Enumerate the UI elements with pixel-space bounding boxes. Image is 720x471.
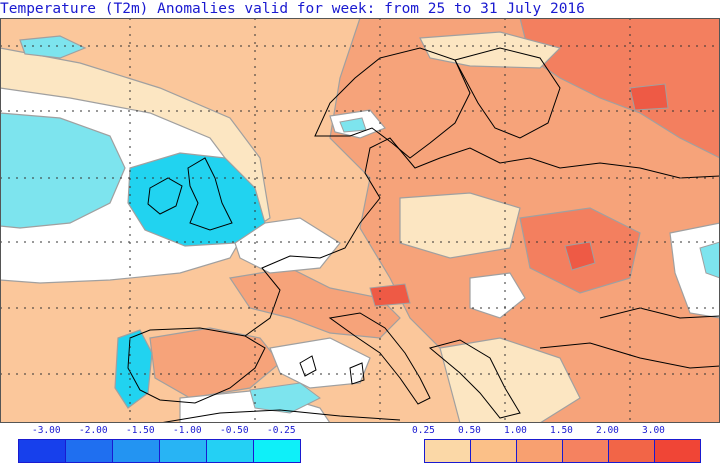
legend-swatch-positive-2 (516, 439, 563, 463)
legend-tick-negative-3: -1.00 (173, 425, 202, 436)
neutral-zone-med (269, 337, 371, 389)
legend-swatch-negative-3 (159, 439, 207, 463)
mild-zone-north (419, 31, 562, 69)
legend-swatch-negative-5 (253, 439, 301, 463)
map-title: Temperature (T2m) Anomalies valid for we… (0, 1, 585, 17)
legend-swatch-positive-1 (470, 439, 517, 463)
legend-tick-negative-5: -0.25 (267, 425, 296, 436)
graticule (0, 18, 720, 423)
neutral-zone-biscay (229, 217, 341, 274)
anomaly-map (0, 18, 720, 423)
hot-spot-2 (369, 283, 411, 307)
legend-swatch-negative-2 (112, 439, 160, 463)
warm-patch-france (228, 267, 401, 339)
hot-spot-3 (629, 83, 669, 111)
legend-swatch-positive-4 (608, 439, 655, 463)
cold-zone-north-atlantic (19, 35, 87, 59)
cold-spot-east (699, 241, 720, 279)
cold-spot-africa (249, 382, 321, 414)
cold-zone-iberia-west (114, 329, 153, 409)
cold-zone-atlantic (0, 112, 126, 229)
legend-tick-positive-0: 0.25 (412, 425, 435, 436)
color-legend: -3.00 -2.00 -1.50 -1.00 -0.50 -0.25 0.25 0.50 1.… (0, 423, 720, 471)
legend-tick-positive-5: 3.00 (642, 425, 665, 436)
legend-swatch-negative-0 (18, 439, 66, 463)
legend-tick-positive-3: 1.50 (550, 425, 573, 436)
coastlines (127, 47, 720, 423)
mild-zone-balkans (439, 337, 581, 423)
legend-swatch-positive-5 (654, 439, 701, 463)
legend-tick-positive-4: 2.00 (596, 425, 619, 436)
legend-tick-negative-2: -1.50 (126, 425, 155, 436)
legend-tick-positive-2: 1.00 (504, 425, 527, 436)
legend-tick-positive-1: 0.50 (458, 425, 481, 436)
legend-swatch-positive-0 (424, 439, 471, 463)
legend-swatch-negative-4 (206, 439, 254, 463)
hot-spot-1 (564, 241, 596, 271)
warm-patch-iberia (149, 327, 281, 399)
legend-tick-negative-4: -0.50 (220, 425, 249, 436)
legend-swatch-negative-1 (65, 439, 113, 463)
legend-tick-negative-0: -3.00 (32, 425, 61, 436)
mild-zone-central (399, 192, 521, 259)
legend-tick-negative-1: -2.00 (79, 425, 108, 436)
legend-swatch-positive-3 (562, 439, 609, 463)
